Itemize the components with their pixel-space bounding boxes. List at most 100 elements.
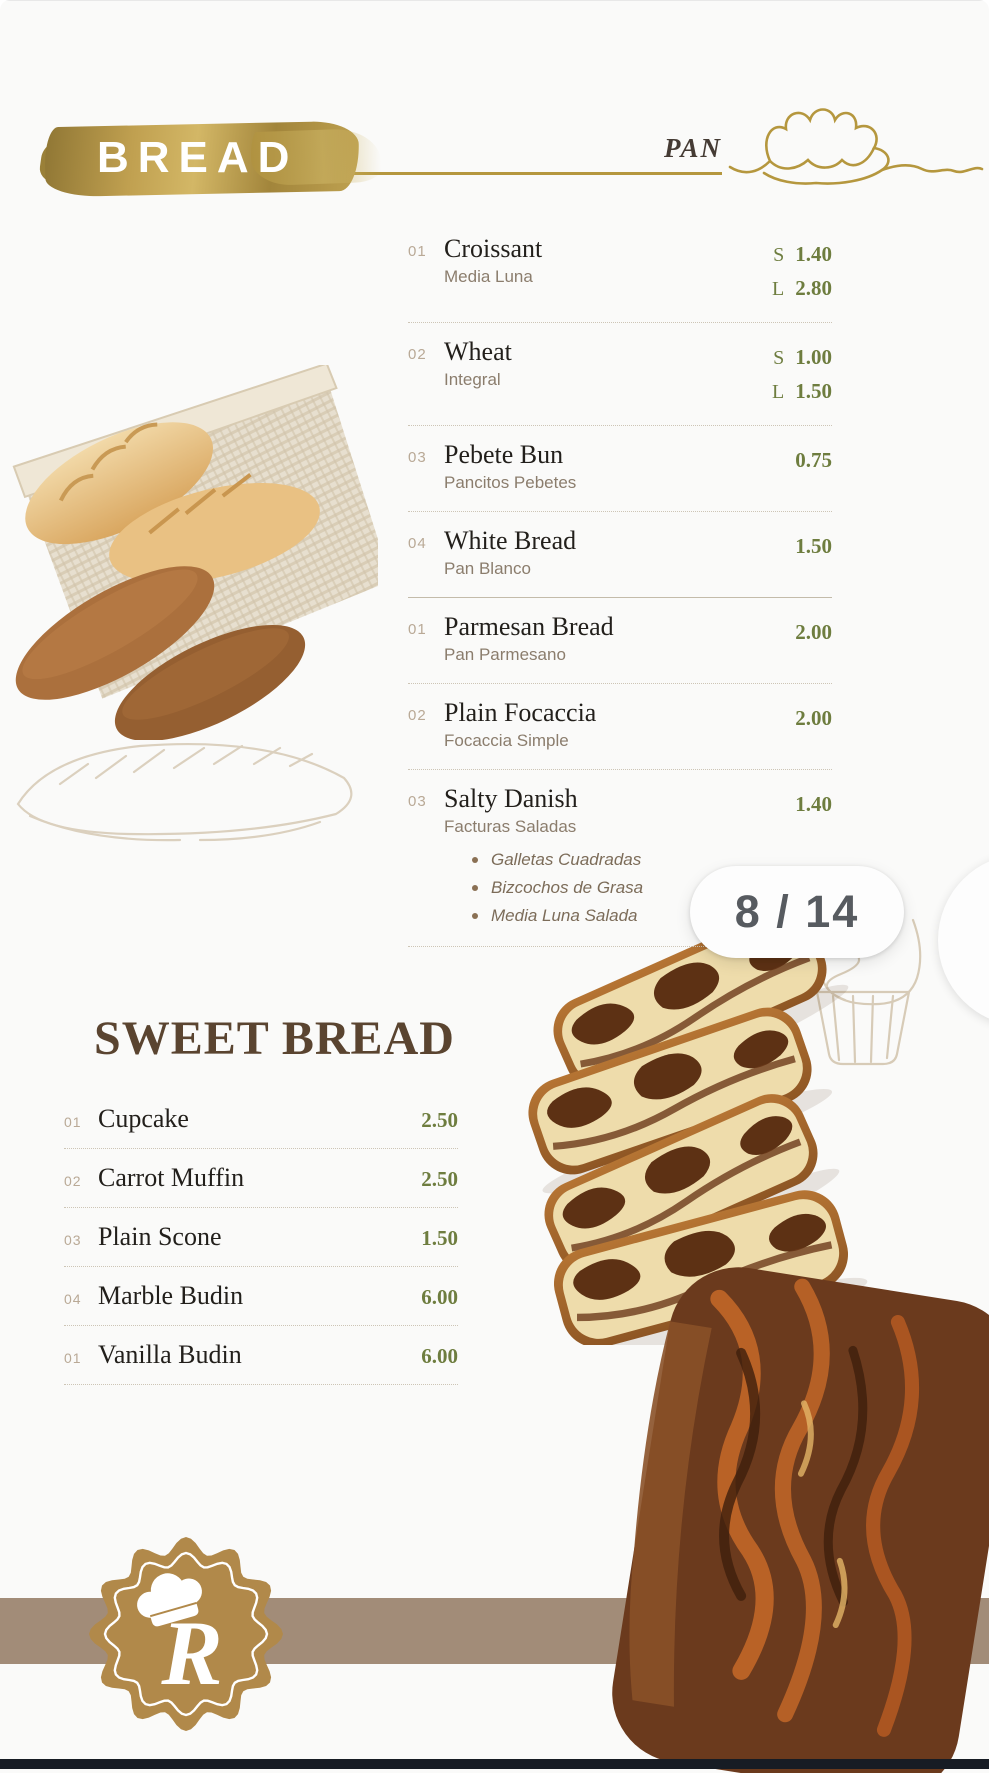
item-price: 2.00 xyxy=(740,616,832,649)
bread-section-title: BREAD xyxy=(97,133,299,182)
item-variants-list: Galletas Cuadradas Bizcochos de Grasa Medi… xyxy=(472,846,728,930)
item-subname: Focaccia Simple xyxy=(444,731,569,750)
menu-item-row: 01 Vanilla Budin 6.00 xyxy=(64,1326,458,1385)
item-text: Parmesan Bread Pan Parmesano xyxy=(444,611,728,667)
menu-item-row: 01 Parmesan Bread Pan Parmesano 2.00 xyxy=(408,598,832,684)
item-price: L 1.50 xyxy=(740,375,832,409)
viewer-bottom-bar xyxy=(0,1759,989,1769)
page-indicator-pill: 8 / 14 xyxy=(690,866,904,958)
menu-item-row: 04 White Bread Pan Blanco 1.50 xyxy=(408,512,832,598)
price-value: 2.80 xyxy=(795,276,832,300)
item-number: 01 xyxy=(408,243,427,260)
item-number: 03 xyxy=(408,793,427,810)
item-price: 2.50 xyxy=(421,1167,458,1191)
item-number: 01 xyxy=(408,621,427,638)
logo-monogram: R xyxy=(160,1602,222,1704)
price-value: 1.00 xyxy=(795,345,832,369)
sweet-menu-list: 01 Cupcake 2.50 02 Carrot Muffin 2.50 03… xyxy=(64,1090,458,1385)
item-subname: Pan Parmesano xyxy=(444,645,566,664)
item-number: 03 xyxy=(408,449,427,466)
item-prices: 1.40 xyxy=(740,783,832,821)
item-text: White Bread Pan Blanco xyxy=(444,525,728,581)
price-value: 0.75 xyxy=(795,448,832,472)
chef-hat-icon xyxy=(137,1573,202,1627)
item-number: 02 xyxy=(64,1173,82,1189)
item-name: Wheat xyxy=(444,337,512,366)
item-price: 2.50 xyxy=(421,1108,458,1132)
header-divider-line xyxy=(350,172,722,175)
item-price: 2.00 xyxy=(740,702,832,735)
badge-inner-ring xyxy=(103,1551,269,1717)
page-indicator-text: 8 / 14 xyxy=(734,886,860,937)
croissant-line-icon xyxy=(728,108,984,185)
item-name: Pebete Bun xyxy=(444,440,564,469)
item-prices: 0.75 xyxy=(740,439,832,477)
menu-item-row: 04 Marble Budin 6.00 xyxy=(64,1267,458,1326)
floating-button-partial[interactable] xyxy=(938,854,989,1026)
page-top-border xyxy=(0,0,989,1)
price-value: 1.40 xyxy=(795,242,832,266)
item-text: Wheat Integral xyxy=(444,336,728,392)
item-name: Cupcake xyxy=(98,1104,189,1133)
menu-item-row: 02 Carrot Muffin 2.50 xyxy=(64,1149,458,1208)
item-name: Salty Danish xyxy=(444,784,578,813)
bread-title-brush: BREAD xyxy=(38,118,382,202)
item-price: 6.00 xyxy=(421,1285,458,1309)
item-name: Carrot Muffin xyxy=(98,1163,245,1192)
menu-item-row: 02 Wheat Integral S 1.00 L 1.50 xyxy=(408,323,832,426)
item-price: 0.75 xyxy=(740,444,832,477)
item-price: 1.40 xyxy=(740,788,832,821)
item-name: Parmesan Bread xyxy=(444,612,614,641)
menu-item-row: 02 Plain Focaccia Focaccia Simple 2.00 xyxy=(408,684,832,770)
item-prices: S 1.40 L 2.80 xyxy=(740,233,832,306)
item-price: S 1.00 xyxy=(740,341,832,375)
menu-item-row: 01 Croissant Media Luna S 1.40 L 2.80 xyxy=(408,220,832,323)
size-label: L xyxy=(772,278,785,300)
item-subname: Media Luna xyxy=(444,267,533,286)
item-text: Plain Focaccia Focaccia Simple xyxy=(444,697,728,753)
item-number: 02 xyxy=(408,707,427,724)
bread-menu-list: 01 Croissant Media Luna S 1.40 L 2.80 02 Wh… xyxy=(408,220,832,947)
size-label: S xyxy=(773,244,785,266)
item-number: 04 xyxy=(64,1291,82,1307)
item-name: Plain Focaccia xyxy=(444,698,597,727)
bread-loaf-sketch-icon xyxy=(16,742,353,842)
item-name: Marble Budin xyxy=(98,1281,244,1310)
item-text: Croissant Media Luna xyxy=(444,233,728,289)
item-text: Salty Danish Facturas Saladas Galletas C… xyxy=(444,783,728,930)
price-value: 1.50 xyxy=(795,379,832,403)
menu-item-row: 03 Pebete Bun Pancitos Pebetes 0.75 xyxy=(408,426,832,512)
item-price: 1.50 xyxy=(740,530,832,563)
sweet-bread-title: SWEET BREAD xyxy=(94,1012,455,1065)
item-name: White Bread xyxy=(444,526,577,555)
bakery-logo-badge: R xyxy=(89,1537,283,1731)
menu-item-row: 03 Plain Scone 1.50 xyxy=(64,1208,458,1267)
item-name: Vanilla Budin xyxy=(98,1340,242,1369)
bread-basket-photo xyxy=(12,365,378,740)
price-value: 2.00 xyxy=(795,706,832,730)
size-label: L xyxy=(772,381,785,403)
marble-loaf-photo xyxy=(612,1267,989,1773)
item-number: 02 xyxy=(408,346,427,363)
item-prices: 2.00 xyxy=(740,697,832,735)
variant-item: Galletas Cuadradas xyxy=(472,846,728,874)
menu-item-row: 03 Salty Danish Facturas Saladas Galleta… xyxy=(408,770,832,947)
item-price: 6.00 xyxy=(421,1344,458,1368)
item-subname: Facturas Saladas xyxy=(444,817,577,836)
item-prices: 2.00 xyxy=(740,611,832,649)
item-text: Pebete Bun Pancitos Pebetes xyxy=(444,439,728,495)
pan-subtitle: PAN xyxy=(664,133,722,163)
item-price: 1.50 xyxy=(421,1226,458,1250)
menu-item-row: 01 Cupcake 2.50 xyxy=(64,1090,458,1149)
price-value: 2.00 xyxy=(795,620,832,644)
item-number: 01 xyxy=(64,1114,82,1130)
item-number: 04 xyxy=(408,535,427,552)
variant-item: Media Luna Salada xyxy=(472,902,728,930)
item-number: 01 xyxy=(64,1350,82,1366)
item-number: 03 xyxy=(64,1232,82,1248)
item-prices: S 1.00 L 1.50 xyxy=(740,336,832,409)
item-prices: 1.50 xyxy=(740,525,832,563)
item-name: Croissant xyxy=(444,234,543,263)
size-label: S xyxy=(773,347,785,369)
